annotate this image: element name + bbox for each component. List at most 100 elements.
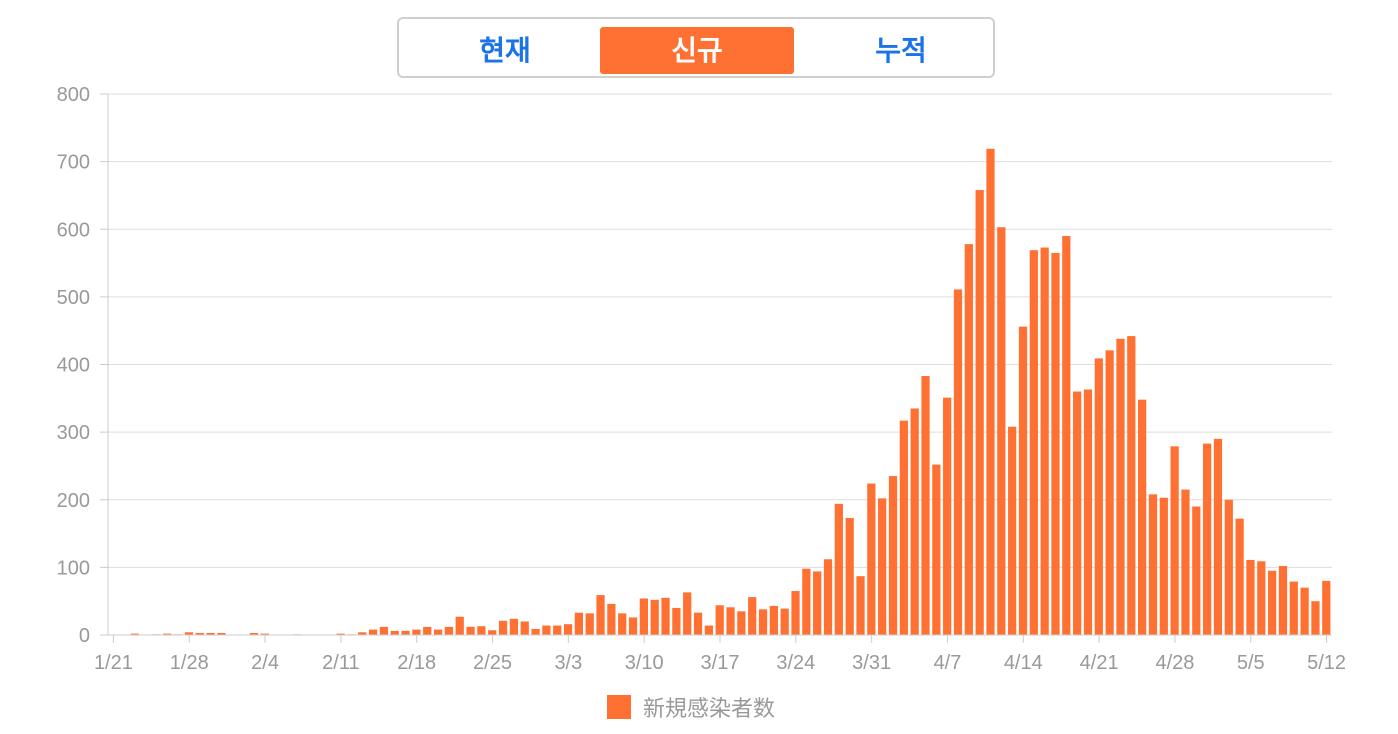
bar[interactable]: [1008, 426, 1017, 635]
bar[interactable]: [130, 633, 139, 635]
bar[interactable]: [1127, 336, 1136, 635]
bar[interactable]: [823, 559, 833, 635]
bar[interactable]: [1235, 518, 1244, 635]
bar[interactable]: [1246, 559, 1255, 635]
bar[interactable]: [368, 629, 378, 635]
bar[interactable]: [390, 630, 399, 635]
bar[interactable]: [509, 618, 519, 635]
bar[interactable]: [791, 591, 800, 635]
bar[interactable]: [206, 632, 215, 635]
bar[interactable]: [585, 613, 594, 635]
tab-current[interactable]: 현재: [479, 34, 531, 67]
bar[interactable]: [433, 629, 443, 635]
bar[interactable]: [401, 630, 410, 635]
bar[interactable]: [910, 408, 919, 635]
bar[interactable]: [520, 621, 529, 636]
bar[interactable]: [1040, 247, 1049, 635]
bar[interactable]: [639, 598, 648, 635]
tab-cumulative[interactable]: 누적: [875, 34, 927, 67]
bar[interactable]: [379, 626, 389, 635]
bar[interactable]: [553, 625, 562, 635]
bar[interactable]: [217, 632, 226, 635]
bar[interactable]: [1083, 389, 1093, 635]
bar[interactable]: [737, 611, 746, 635]
bar[interactable]: [249, 632, 259, 635]
bar[interactable]: [802, 568, 811, 635]
bar[interactable]: [1268, 570, 1277, 635]
bar[interactable]: [1116, 338, 1125, 635]
bar[interactable]: [661, 597, 670, 635]
bar[interactable]: [997, 227, 1006, 635]
bar[interactable]: [1105, 350, 1114, 635]
bar[interactable]: [195, 632, 204, 635]
bar[interactable]: [574, 612, 583, 635]
bar[interactable]: [726, 607, 735, 635]
bar[interactable]: [856, 576, 865, 635]
bar[interactable]: [1051, 252, 1060, 636]
bar[interactable]: [466, 626, 475, 635]
bar[interactable]: [1192, 506, 1201, 635]
chart-legend[interactable]: 新規感染者数: [607, 693, 775, 722]
bar[interactable]: [1170, 446, 1179, 635]
bar[interactable]: [975, 190, 984, 635]
bar[interactable]: [618, 613, 627, 635]
bar[interactable]: [1094, 358, 1103, 635]
bar[interactable]: [672, 607, 681, 635]
bar[interactable]: [607, 603, 616, 635]
bar[interactable]: [477, 626, 486, 635]
bar[interactable]: [813, 571, 822, 635]
bar[interactable]: [943, 397, 952, 635]
bar[interactable]: [921, 376, 930, 635]
bar[interactable]: [423, 626, 432, 635]
bar[interactable]: [163, 633, 172, 635]
bar[interactable]: [1224, 499, 1233, 635]
bar[interactable]: [1257, 561, 1266, 635]
bar[interactable]: [780, 608, 789, 635]
bar[interactable]: [488, 630, 497, 635]
bar[interactable]: [899, 420, 908, 635]
bar[interactable]: [1138, 399, 1147, 635]
bar[interactable]: [1148, 494, 1158, 635]
bar[interactable]: [1203, 443, 1212, 635]
bar[interactable]: [563, 624, 573, 635]
tab-new[interactable]: 신규: [600, 27, 794, 74]
bar[interactable]: [184, 632, 194, 635]
bar[interactable]: [953, 289, 963, 635]
bar[interactable]: [964, 244, 973, 635]
bar[interactable]: [867, 483, 876, 635]
bar[interactable]: [748, 597, 757, 635]
bar[interactable]: [693, 612, 703, 635]
bar[interactable]: [1289, 581, 1298, 635]
bar[interactable]: [444, 626, 454, 635]
bar[interactable]: [1073, 391, 1082, 635]
bar[interactable]: [986, 148, 995, 635]
bar[interactable]: [1159, 497, 1168, 635]
bar[interactable]: [1029, 250, 1038, 635]
bar[interactable]: [932, 464, 941, 635]
bar[interactable]: [1181, 489, 1190, 635]
bar[interactable]: [650, 599, 659, 635]
bar[interactable]: [704, 625, 713, 635]
bar[interactable]: [834, 503, 843, 635]
bar[interactable]: [878, 498, 887, 635]
bar[interactable]: [498, 620, 508, 635]
bar[interactable]: [1311, 601, 1320, 635]
bar[interactable]: [358, 632, 367, 635]
bar[interactable]: [715, 605, 724, 635]
bar[interactable]: [683, 592, 692, 635]
bar[interactable]: [1213, 438, 1223, 635]
bar[interactable]: [628, 617, 638, 635]
bar[interactable]: [596, 595, 605, 635]
bar[interactable]: [1278, 566, 1288, 635]
bar[interactable]: [1300, 587, 1309, 635]
bar[interactable]: [1018, 326, 1028, 635]
bar[interactable]: [412, 629, 421, 635]
bar[interactable]: [845, 518, 854, 635]
bar[interactable]: [888, 476, 898, 635]
bar[interactable]: [769, 605, 778, 635]
bar[interactable]: [542, 625, 551, 635]
bar[interactable]: [1062, 236, 1071, 635]
bar[interactable]: [455, 616, 464, 635]
bar[interactable]: [336, 633, 345, 635]
bar[interactable]: [1322, 580, 1331, 635]
